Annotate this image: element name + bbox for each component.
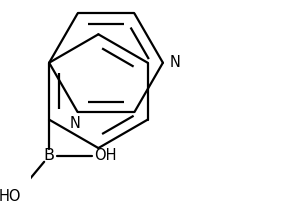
- Text: OH: OH: [94, 148, 117, 163]
- Text: N: N: [169, 55, 180, 70]
- Text: B: B: [44, 148, 55, 163]
- Text: N: N: [70, 116, 80, 131]
- Text: HO: HO: [0, 189, 21, 205]
